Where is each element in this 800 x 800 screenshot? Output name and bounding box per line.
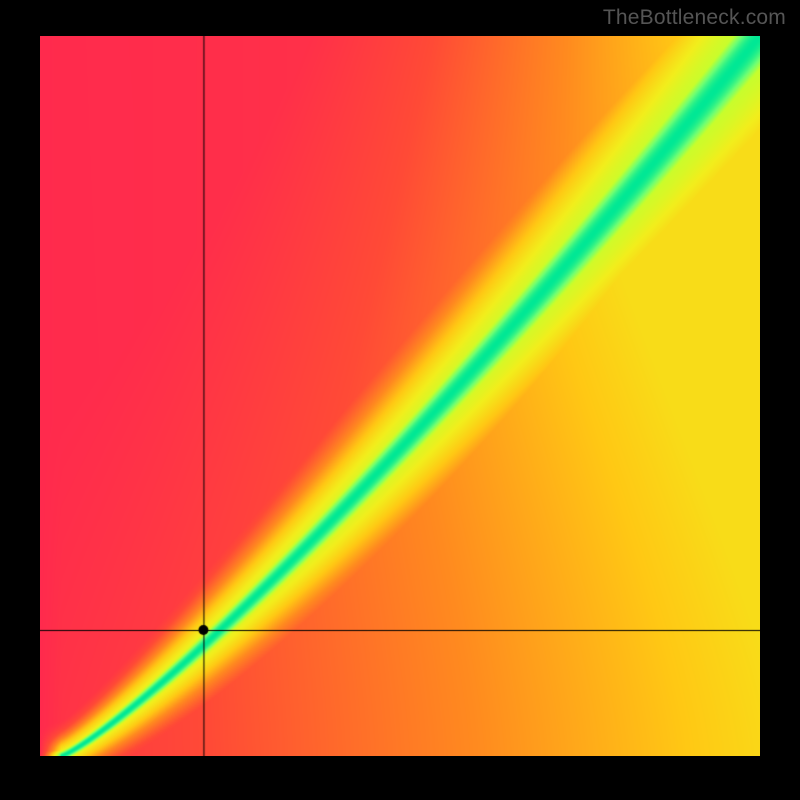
heatmap-canvas: [40, 36, 760, 756]
plot-area: [40, 36, 760, 756]
watermark-text: TheBottleneck.com: [603, 6, 786, 30]
